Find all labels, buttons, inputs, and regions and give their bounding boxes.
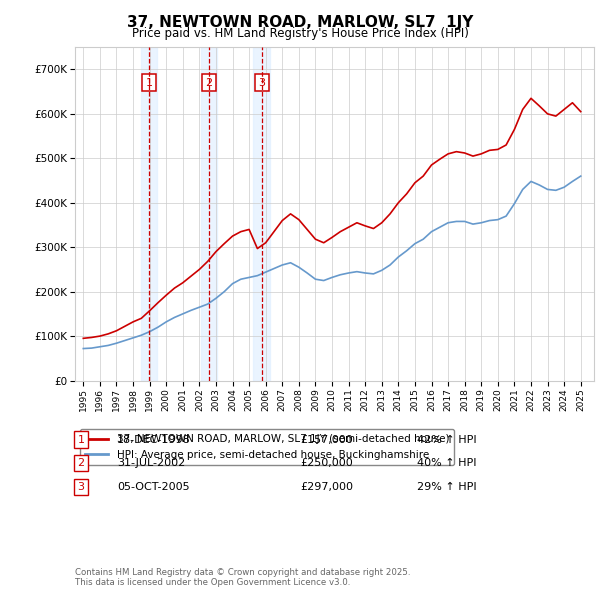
Bar — [253, 47, 270, 381]
Text: 2: 2 — [205, 78, 212, 88]
Text: 29% ↑ HPI: 29% ↑ HPI — [417, 482, 476, 491]
Legend: 37, NEWTOWN ROAD, MARLOW, SL7 1JY (semi-detached house), HPI: Average price, sem: 37, NEWTOWN ROAD, MARLOW, SL7 1JY (semi-… — [80, 429, 454, 465]
Text: 40% ↑ HPI: 40% ↑ HPI — [417, 458, 476, 468]
Text: Price paid vs. HM Land Registry's House Price Index (HPI): Price paid vs. HM Land Registry's House … — [131, 27, 469, 40]
Bar — [141, 47, 157, 381]
Bar — [200, 47, 217, 381]
Text: 42% ↑ HPI: 42% ↑ HPI — [417, 435, 476, 444]
Text: £297,000: £297,000 — [300, 482, 353, 491]
Text: 1: 1 — [77, 435, 85, 444]
Text: 3: 3 — [258, 78, 265, 88]
Text: 31-JUL-2002: 31-JUL-2002 — [117, 458, 185, 468]
Text: 1: 1 — [146, 78, 152, 88]
Text: 3: 3 — [77, 482, 85, 491]
Text: 2: 2 — [77, 458, 85, 468]
Text: Contains HM Land Registry data © Crown copyright and database right 2025.
This d: Contains HM Land Registry data © Crown c… — [75, 568, 410, 587]
Text: £250,000: £250,000 — [300, 458, 353, 468]
Text: 37, NEWTOWN ROAD, MARLOW, SL7  1JY: 37, NEWTOWN ROAD, MARLOW, SL7 1JY — [127, 15, 473, 30]
Text: 18-DEC-1998: 18-DEC-1998 — [117, 435, 191, 444]
Text: 05-OCT-2005: 05-OCT-2005 — [117, 482, 190, 491]
Text: £157,000: £157,000 — [300, 435, 353, 444]
